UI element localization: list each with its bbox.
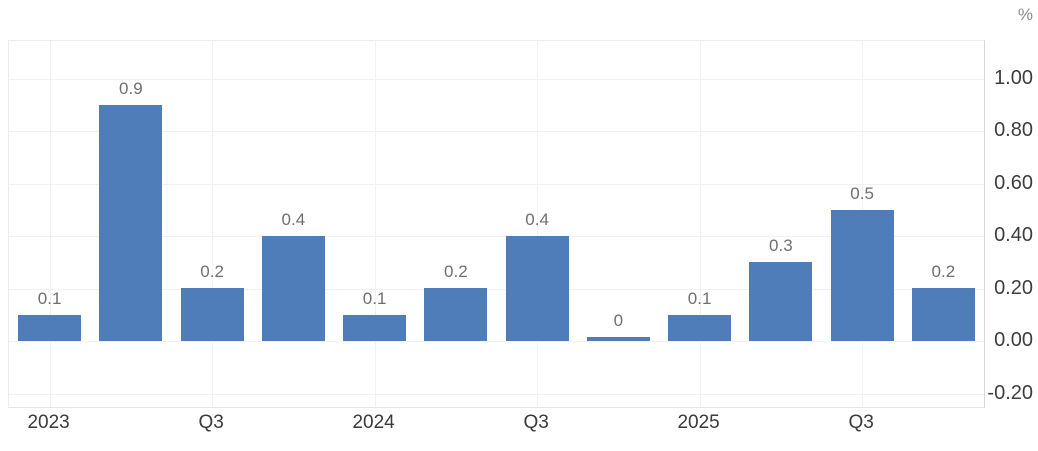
bar-value-label: 0.2 <box>931 262 956 281</box>
y-tick-label: 1.00 <box>994 66 1033 89</box>
bar[interactable] <box>99 105 163 341</box>
gridline-v <box>49 41 51 407</box>
x-tick-label: Q3 <box>523 412 549 433</box>
bar[interactable] <box>911 288 975 341</box>
bar-value-label: 0.4 <box>525 210 549 229</box>
bar-value-label: 0.1 <box>687 289 712 308</box>
bar-value-label: 0.2 <box>444 262 468 281</box>
bar-value-label: 0.9 <box>119 79 143 98</box>
gridline-v <box>537 41 539 407</box>
gridline-h <box>9 341 984 342</box>
bar[interactable] <box>424 288 488 341</box>
percent-unit-label: % <box>1017 5 1033 24</box>
x-tick-label: 2023 <box>27 412 70 433</box>
gridline-h <box>9 78 984 80</box>
bar[interactable] <box>505 236 569 341</box>
gridline-h <box>9 288 984 290</box>
bar-value-label: 0.1 <box>37 289 62 308</box>
gridline-h <box>9 131 984 132</box>
y-tick-label: 0.80 <box>994 119 1033 141</box>
x-tick-label: 2025 <box>677 412 720 433</box>
x-tick-label: Q3 <box>198 412 224 433</box>
bar[interactable] <box>586 337 650 341</box>
x-tick-label: Q3 <box>848 412 874 433</box>
y-tick-label: -0.20 <box>987 381 1033 404</box>
bar-value-label: 0.1 <box>362 289 387 308</box>
bar[interactable] <box>18 315 82 341</box>
plot-area: 0.1 0.9 0.2 0.4 0.1 0.2 0.4 0 0.1 0.3 0.5 0.2 <box>8 40 985 408</box>
gridline-v <box>699 41 701 407</box>
bar[interactable] <box>668 315 732 341</box>
gridline-h <box>9 183 984 185</box>
bar-value-label: 0.2 <box>200 262 224 281</box>
bar[interactable] <box>261 236 325 341</box>
bar[interactable] <box>749 262 813 341</box>
y-tick-label: 0.40 <box>994 224 1033 246</box>
bar-value-label: 0.3 <box>769 236 793 255</box>
gridline-v <box>212 41 214 407</box>
bar-value-label: 0.4 <box>281 210 306 229</box>
gridline-h <box>9 236 984 237</box>
bar-value-label: 0 <box>613 311 624 330</box>
y-tick-label: 0.20 <box>994 276 1033 299</box>
gridline-v <box>374 41 376 407</box>
bar[interactable] <box>180 288 244 341</box>
y-tick-label: 0.00 <box>994 329 1033 351</box>
x-tick-label: 2024 <box>352 412 395 433</box>
y-tick-label: 0.60 <box>994 171 1033 194</box>
bar-value-label: 0.5 <box>850 184 874 203</box>
bar[interactable] <box>830 210 894 341</box>
bar[interactable] <box>343 315 407 341</box>
gridline-h <box>9 393 984 395</box>
